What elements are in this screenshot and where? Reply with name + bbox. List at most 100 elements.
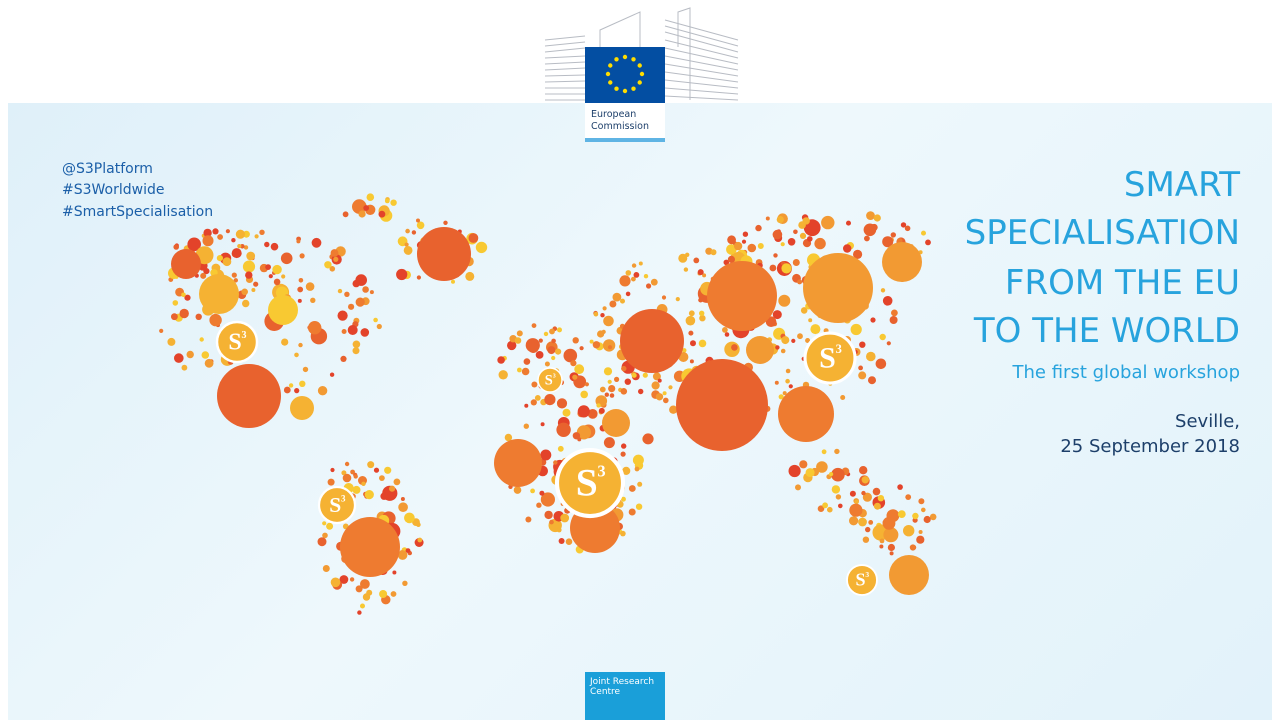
map-dot bbox=[614, 376, 620, 382]
map-dot bbox=[780, 348, 786, 354]
map-dot bbox=[373, 317, 378, 323]
map-dot bbox=[580, 390, 588, 399]
star bbox=[605, 71, 611, 77]
map-dot bbox=[361, 481, 366, 486]
star bbox=[622, 54, 628, 60]
map-dot bbox=[690, 340, 696, 347]
map-dot bbox=[416, 522, 421, 527]
map-dot-large bbox=[746, 336, 774, 364]
map-dot bbox=[524, 403, 529, 408]
map-dot bbox=[689, 359, 694, 364]
map-dot bbox=[782, 391, 787, 396]
map-dot bbox=[547, 346, 556, 355]
map-dot bbox=[810, 324, 821, 335]
map-dot bbox=[302, 366, 309, 373]
map-dot bbox=[773, 253, 778, 258]
map-dot bbox=[862, 536, 870, 543]
map-dot bbox=[698, 297, 703, 303]
map-dot bbox=[797, 333, 803, 340]
map-dot bbox=[797, 279, 803, 285]
map-dot bbox=[727, 235, 736, 245]
map-dot bbox=[373, 467, 380, 473]
map-dot bbox=[317, 537, 327, 547]
map-dot bbox=[233, 278, 238, 283]
map-dot bbox=[523, 358, 531, 365]
map-dot bbox=[362, 286, 369, 293]
map-dot bbox=[181, 292, 186, 298]
map-dot bbox=[322, 565, 330, 572]
badge bbox=[215, 320, 259, 364]
world-map: S 3S 3S 3S 3S 3S 3 bbox=[159, 193, 937, 615]
map-dot bbox=[540, 422, 545, 427]
map-dot bbox=[863, 223, 877, 237]
map-dot bbox=[663, 397, 669, 404]
map-dot bbox=[339, 575, 349, 584]
map-dot bbox=[280, 252, 293, 265]
map-dot bbox=[299, 380, 306, 387]
map-dot bbox=[246, 251, 256, 261]
map-dot bbox=[688, 330, 694, 336]
map-dot bbox=[272, 264, 282, 275]
map-dot bbox=[364, 490, 374, 500]
map-dot bbox=[788, 384, 793, 389]
background-panel bbox=[8, 103, 1272, 720]
map-dot bbox=[352, 279, 360, 288]
map-dot bbox=[389, 485, 396, 492]
map-dot bbox=[297, 286, 304, 293]
map-dot bbox=[392, 570, 397, 575]
map-dot bbox=[498, 370, 508, 380]
map-dot bbox=[337, 288, 343, 294]
map-dot bbox=[608, 385, 616, 393]
map-dot-large bbox=[889, 555, 929, 595]
map-dot bbox=[360, 579, 370, 589]
map-dot bbox=[367, 461, 375, 469]
map-dot bbox=[827, 506, 833, 513]
map-dot bbox=[921, 230, 926, 236]
map-dot bbox=[324, 261, 332, 269]
map-dot bbox=[883, 527, 899, 543]
map-dot bbox=[609, 393, 615, 398]
map-dot bbox=[642, 372, 648, 378]
map-dot bbox=[399, 550, 404, 555]
map-dot bbox=[609, 300, 617, 308]
star bbox=[608, 80, 613, 85]
map-dot bbox=[918, 498, 925, 505]
map-dot bbox=[468, 233, 479, 243]
map-dot bbox=[859, 341, 866, 348]
map-dot bbox=[829, 472, 834, 477]
map-dot bbox=[199, 337, 204, 342]
map-dot bbox=[747, 243, 757, 253]
map-dot bbox=[587, 409, 598, 419]
map-dot bbox=[405, 228, 410, 234]
map-dot bbox=[366, 193, 375, 201]
map-dot bbox=[584, 382, 590, 387]
map-dot bbox=[222, 257, 232, 267]
map-dot bbox=[195, 313, 202, 320]
map-dot bbox=[540, 492, 556, 507]
map-dot bbox=[337, 310, 348, 321]
map-dot bbox=[379, 475, 385, 481]
map-dot bbox=[556, 527, 562, 533]
map-dot bbox=[159, 328, 164, 333]
map-dot bbox=[765, 216, 770, 221]
map-dot bbox=[668, 385, 673, 390]
map-dot bbox=[846, 220, 851, 226]
map-dot bbox=[355, 297, 365, 307]
map-dot bbox=[557, 445, 564, 452]
badge-exponent: 3 bbox=[836, 342, 842, 356]
map-dot bbox=[235, 229, 245, 239]
map-dot bbox=[311, 237, 322, 248]
map-dot bbox=[697, 269, 704, 276]
map-dot bbox=[622, 466, 631, 475]
map-dot bbox=[451, 279, 455, 284]
map-dot bbox=[358, 210, 366, 218]
map-dot bbox=[769, 264, 777, 272]
map-dot bbox=[173, 244, 179, 250]
map-dot bbox=[296, 239, 301, 244]
badge-letter: S bbox=[855, 570, 865, 590]
map-dot bbox=[652, 372, 661, 381]
map-dot bbox=[890, 232, 896, 238]
map-dot bbox=[854, 499, 859, 505]
map-dot bbox=[780, 242, 785, 247]
badge bbox=[537, 367, 563, 393]
